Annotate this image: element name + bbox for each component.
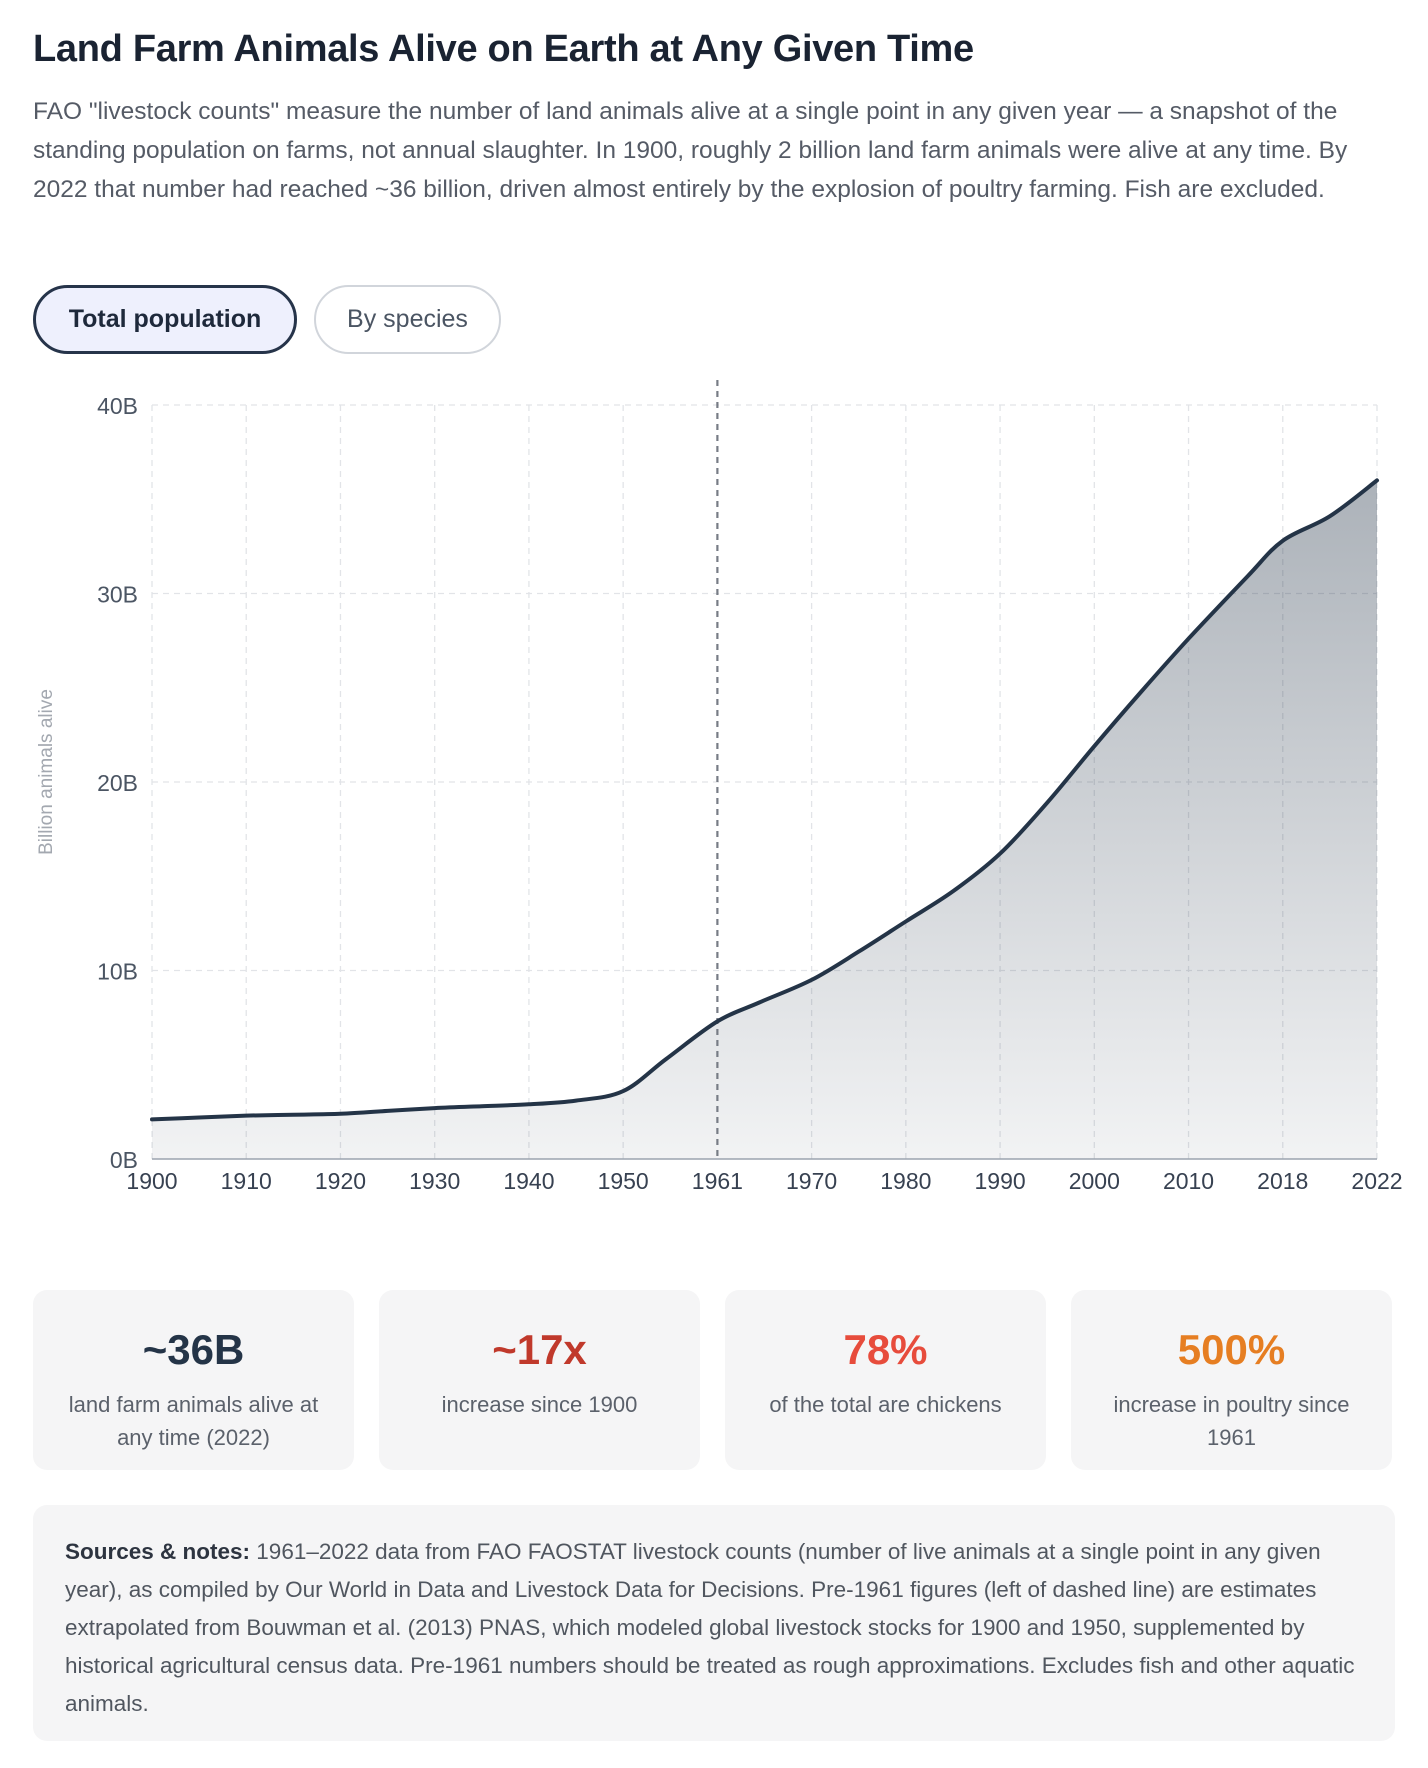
- x-tick-label: 1940: [503, 1168, 554, 1194]
- x-tick-label: 2022: [1351, 1168, 1402, 1194]
- notes-heading: Sources & notes:: [65, 1539, 251, 1564]
- stat-card-poultry: 500% increase in poultry since 1961: [1071, 1290, 1392, 1470]
- y-tick-label: 40B: [97, 393, 138, 419]
- y-tick-label: 0B: [110, 1147, 138, 1173]
- stats-row: ~36B land farm animals alive at any time…: [33, 1290, 1392, 1470]
- stat-card-total: ~36B land farm animals alive at any time…: [33, 1290, 354, 1470]
- y-axis: 0B 10B 20B 30B 40B: [97, 393, 138, 1173]
- y-tick-label: 10B: [97, 959, 138, 985]
- stat-value: ~17x: [492, 1326, 587, 1373]
- x-tick-label: 1961: [692, 1168, 743, 1194]
- x-axis: 1900 1910 1920 1930 1940 1950 1961 1970 1980 1990…: [126, 1168, 1402, 1194]
- notes-text: 1961–2022 data from FAO FAOSTAT livestoc…: [65, 1539, 1355, 1716]
- y-tick-label: 30B: [97, 582, 138, 608]
- x-tick-label: 1990: [974, 1168, 1025, 1194]
- page-title: Land Farm Animals Alive on Earth at Any …: [33, 28, 974, 70]
- sources-notes: Sources & notes: 1961–2022 data from FAO…: [33, 1505, 1395, 1741]
- stat-label: increase in poultry since 1961: [1113, 1392, 1350, 1450]
- page-subtitle: FAO "livestock counts" measure the numbe…: [33, 98, 1348, 203]
- x-tick-label: 1910: [221, 1168, 272, 1194]
- x-tick-label: 1920: [315, 1168, 366, 1194]
- y-axis-title: Billion animals alive: [36, 689, 57, 855]
- stat-value: ~36B: [142, 1326, 245, 1373]
- x-tick-label: 1930: [409, 1168, 460, 1194]
- stat-card-chickens: 78% of the total are chickens: [725, 1290, 1046, 1470]
- tab-by-species[interactable]: By species: [314, 285, 501, 354]
- population-line: [150, 478, 1379, 1122]
- stat-label: of the total are chickens: [769, 1392, 1002, 1417]
- x-tick-label: 1970: [786, 1168, 837, 1194]
- tab-total-population[interactable]: Total population: [33, 285, 297, 354]
- y-tick-label: 20B: [97, 770, 138, 796]
- view-tabs: Total population By species: [33, 285, 501, 354]
- stat-label: land farm animals alive at any time (202…: [68, 1392, 319, 1450]
- x-tick-label: 1980: [880, 1168, 931, 1194]
- x-tick-label: 2018: [1257, 1168, 1308, 1194]
- x-tick-label: 2010: [1163, 1168, 1214, 1194]
- stat-card-increase: ~17x increase since 1900: [379, 1290, 700, 1470]
- x-tick-label: 1950: [598, 1168, 649, 1194]
- x-tick-label: 1900: [126, 1168, 177, 1194]
- x-tick-label: 2000: [1069, 1168, 1120, 1194]
- stat-label: increase since 1900: [441, 1392, 638, 1417]
- stat-value: 500%: [1177, 1326, 1286, 1373]
- stat-value: 78%: [843, 1326, 928, 1373]
- population-area: [152, 480, 1377, 1159]
